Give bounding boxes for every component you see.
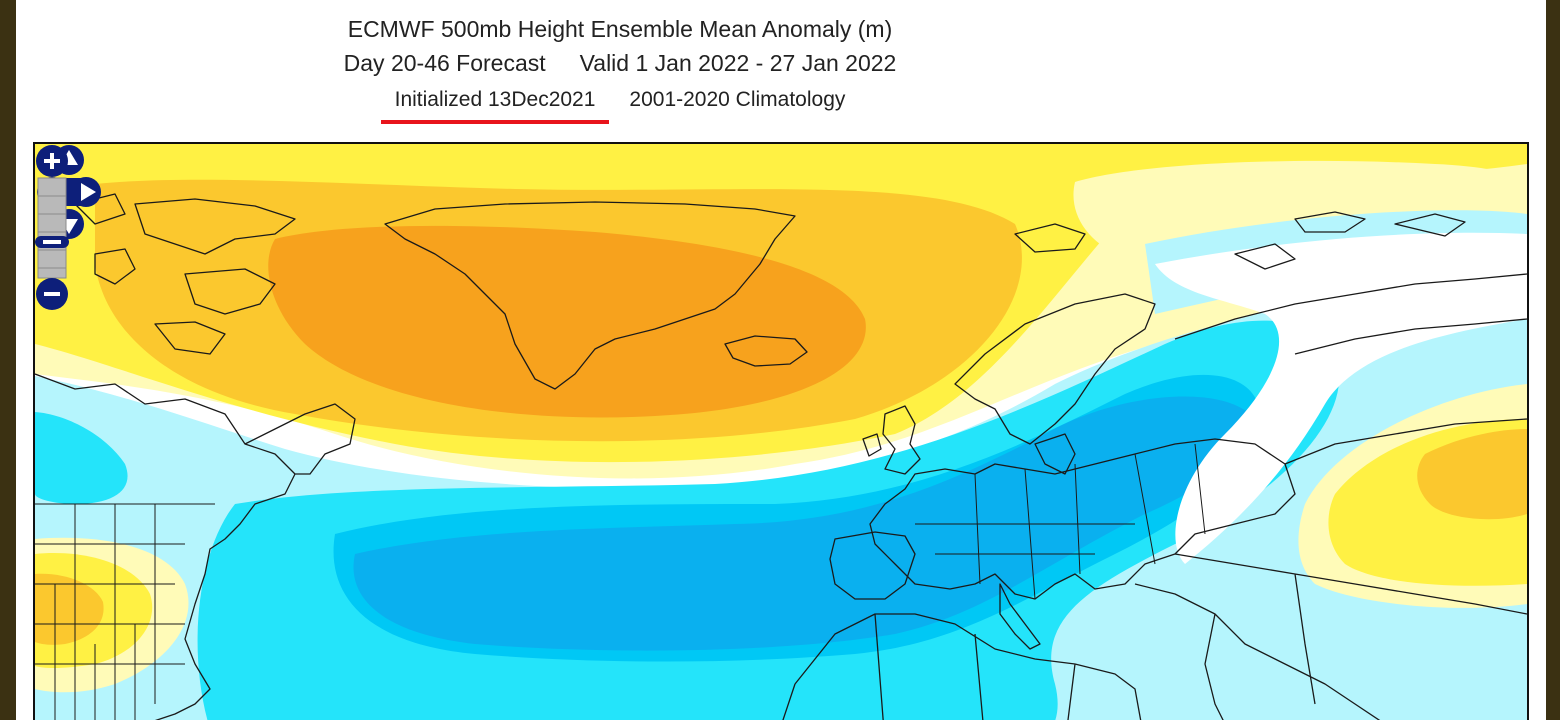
zoom-out-icon[interactable] — [36, 278, 68, 310]
zoom-control — [35, 145, 69, 310]
iberia-outline — [829, 531, 916, 600]
greenland-outline — [384, 201, 796, 390]
negative-weak-northwest — [35, 412, 128, 504]
positive-strong-region — [268, 225, 866, 418]
negative-faint-southeast — [1309, 619, 1527, 720]
iceland-outline — [724, 335, 808, 367]
initialized-date: Initialized 13Dec2021 — [380, 82, 610, 124]
us-state-borders — [35, 503, 215, 720]
russia-arctic-coast — [1174, 273, 1527, 355]
arctic-islands-outline — [74, 193, 296, 355]
north-america-outline — [35, 373, 356, 720]
valid-dates: Valid 1 Jan 2022 - 27 Jan 2022 — [579, 50, 897, 76]
scandinavia-outline — [954, 293, 1156, 475]
positive-mid-east — [1417, 429, 1527, 520]
arctic-archipelagos — [1014, 211, 1466, 270]
asia-outline — [1134, 418, 1527, 720]
forecast-range: Day 20-46 Forecast — [343, 50, 546, 76]
zoom-slider-icon[interactable] — [35, 177, 69, 279]
map-title: ECMWF 500mb Height Ensemble Mean Anomaly… — [347, 16, 893, 42]
neutral-northeast — [1155, 232, 1527, 564]
init-line: Initialized 13Dec2021 2001-2020 Climatolo… — [16, 82, 1224, 124]
italy-outline — [999, 583, 1041, 650]
anomaly-map-canvas — [35, 144, 1527, 720]
negative-strong-region — [353, 396, 1253, 651]
anomaly-shading — [35, 144, 1527, 720]
positive-mid-southwest — [35, 573, 104, 645]
zoom-in-icon[interactable] — [36, 145, 68, 177]
coastlines — [35, 193, 1527, 720]
anomaly-map[interactable] — [33, 142, 1529, 720]
europe-borders — [915, 443, 1206, 600]
british-isles-outline — [862, 405, 921, 475]
page: ECMWF 500mb Height Ensemble Mean Anomaly… — [16, 0, 1546, 720]
africa-outline — [782, 613, 1142, 720]
forecast-line: Day 20-46 Forecast Valid 1 Jan 2022 - 27 … — [16, 44, 1224, 82]
map-title-block: ECMWF 500mb Height Ensemble Mean Anomaly… — [16, 14, 1224, 124]
climatology-period: 2001-2020 Climatology — [629, 88, 846, 111]
